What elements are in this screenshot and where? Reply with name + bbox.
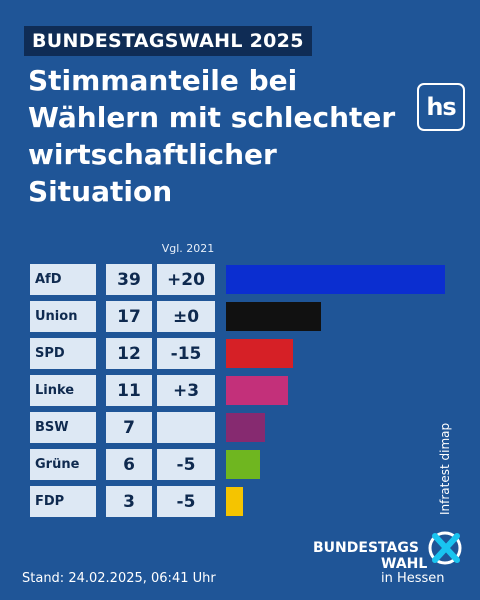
party-label: Grüne xyxy=(30,449,96,480)
chart-title: Stimmanteile bei Wählern mit schlechter … xyxy=(28,64,396,208)
bar-spd xyxy=(226,339,293,368)
party-label: Linke xyxy=(30,375,96,406)
bar-bsw xyxy=(226,413,265,442)
party-label: AfD xyxy=(30,264,96,295)
bundestagswahl-hessen-logo: BUNDESTAGS WAHL in Hessen xyxy=(313,528,473,588)
ballot-cross-icon xyxy=(428,531,462,565)
change-vs-2021: -5 xyxy=(157,486,215,517)
change-vs-2021: +20 xyxy=(157,264,215,295)
hs-logo: hs xyxy=(417,83,465,131)
vote-share-value: 3 xyxy=(106,486,152,517)
change-vs-2021: +3 xyxy=(157,375,215,406)
brand-line-1: BUNDESTAGS xyxy=(313,540,419,556)
brand-line-2: WAHL xyxy=(381,556,428,572)
source-label: Infratest dimap xyxy=(438,422,452,515)
table-row: Linke 11 +3 xyxy=(30,375,450,406)
bar-union xyxy=(226,302,321,331)
bar-gr-ne xyxy=(226,450,260,479)
table-row: Grüne 6 -5 xyxy=(30,449,450,480)
bar-linke xyxy=(226,376,288,405)
table-row: SPD 12 -15 xyxy=(30,338,450,369)
change-vs-2021: ±0 xyxy=(157,301,215,332)
vote-share-value: 12 xyxy=(106,338,152,369)
timestamp: Stand: 24.02.2025, 06:41 Uhr xyxy=(22,571,216,586)
vote-share-value: 39 xyxy=(106,264,152,295)
change-vs-2021 xyxy=(157,412,215,443)
topic-label: BUNDESTAGSWAHL 2025 xyxy=(24,26,312,56)
table-row: AfD 39 +20 xyxy=(30,264,450,295)
brand-line-3: in Hessen xyxy=(381,571,445,586)
vote-share-value: 7 xyxy=(106,412,152,443)
change-vs-2021: -15 xyxy=(157,338,215,369)
table-row: Union 17 ±0 xyxy=(30,301,450,332)
table-row: FDP 3 -5 xyxy=(30,486,450,517)
vote-share-value: 6 xyxy=(106,449,152,480)
change-vs-2021: -5 xyxy=(157,449,215,480)
party-label: FDP xyxy=(30,486,96,517)
vote-share-value: 11 xyxy=(106,375,152,406)
bar-afd xyxy=(226,265,445,294)
table-row: BSW 7 xyxy=(30,412,450,443)
party-label: SPD xyxy=(30,338,96,369)
bar-fdp xyxy=(226,487,243,516)
party-label: Union xyxy=(30,301,96,332)
vote-share-value: 17 xyxy=(106,301,152,332)
party-label: BSW xyxy=(30,412,96,443)
comparison-header: Vgl. 2021 xyxy=(161,242,215,255)
